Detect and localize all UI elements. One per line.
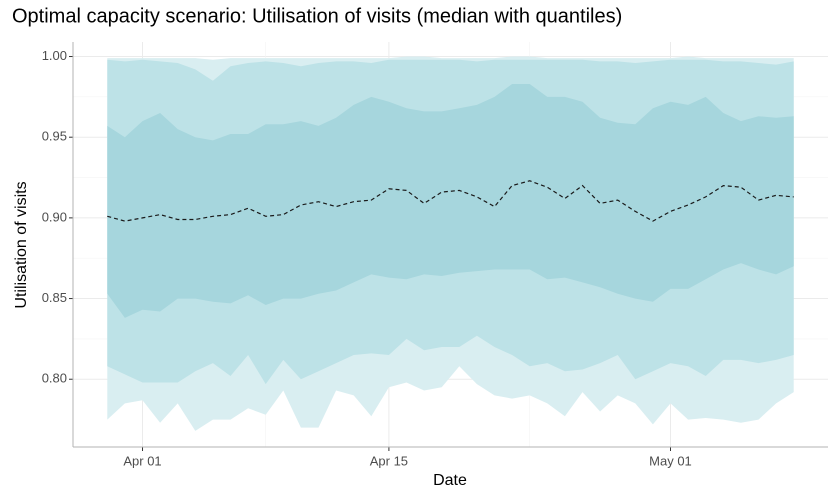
x-tick-label: Apr 01 <box>123 453 161 468</box>
y-tick-label: 0.90 <box>42 209 67 224</box>
y-axis-title: Utilisation of visits <box>13 181 30 308</box>
y-tick-label: 0.95 <box>42 129 67 144</box>
y-tick-label: 1.00 <box>42 48 67 63</box>
median-line <box>107 180 794 222</box>
x-tick-label: May 01 <box>649 453 692 468</box>
quantile-band <box>107 84 794 318</box>
y-tick-label: 0.80 <box>42 371 67 386</box>
x-tick-label: Apr 15 <box>370 453 408 468</box>
chart-title: Optimal capacity scenario: Utilisation o… <box>12 5 622 27</box>
x-axis-title: Date <box>433 472 467 489</box>
y-tick-label: 0.85 <box>42 290 67 305</box>
